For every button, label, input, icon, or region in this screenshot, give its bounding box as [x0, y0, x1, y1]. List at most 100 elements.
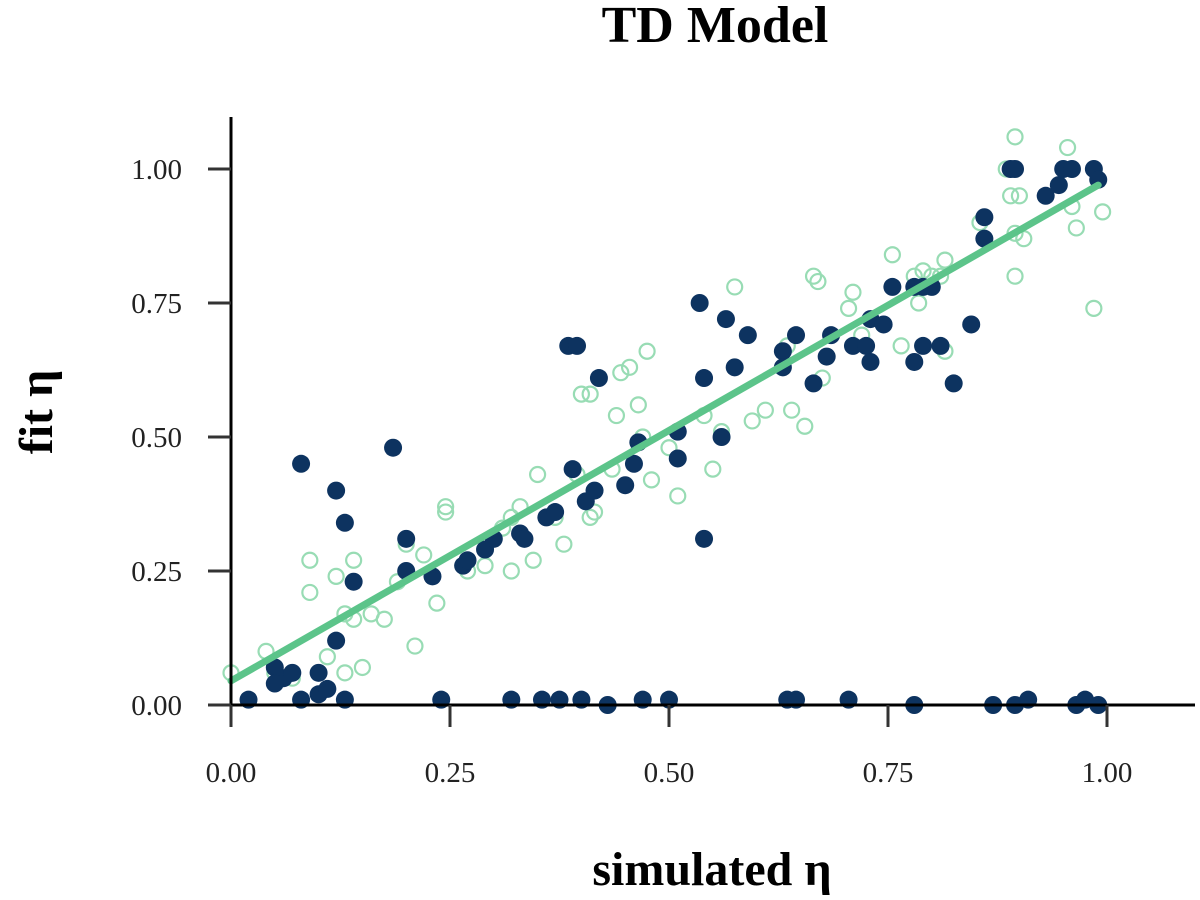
hollow-data-point	[809, 272, 827, 291]
filled-data-point	[668, 449, 687, 468]
hollow-data-point	[572, 385, 591, 403]
filled-data-point	[857, 336, 876, 355]
hollow-data-point	[660, 439, 678, 457]
hollow-data-point	[796, 417, 814, 435]
filled-data-point	[975, 208, 994, 227]
hollow-data-point	[883, 246, 901, 264]
y-tick-label: 1.00	[131, 154, 182, 186]
filled-data-point	[931, 336, 950, 355]
hollow-data-point	[756, 401, 774, 419]
fit-line	[227, 181, 1102, 685]
filled-data-point	[265, 674, 284, 693]
filled-data-point	[335, 513, 354, 532]
hollow-data-point	[612, 364, 630, 382]
y-tick-label: 0.75	[131, 288, 182, 320]
filled-data-point	[1006, 160, 1025, 178]
filled-data-point	[397, 529, 416, 548]
y-tick-label: 0.50	[131, 422, 182, 454]
hollow-data-point	[301, 551, 319, 569]
y-tick-label: 0.25	[131, 556, 182, 588]
hollow-data-point	[839, 299, 858, 317]
x-tick-label: 1.00	[1082, 757, 1133, 789]
filled-data-point	[589, 369, 608, 388]
hollow-data-point	[318, 648, 336, 666]
y-tick-label: 0.00	[131, 690, 182, 722]
hollow-data-point	[555, 535, 573, 553]
hollow-data-point	[528, 465, 547, 484]
x-tick-label: 0.75	[863, 757, 914, 789]
hollow-data-point	[375, 610, 393, 628]
hollow-data-point	[844, 283, 862, 301]
hollow-data-point	[428, 594, 446, 612]
filled-data-point	[787, 326, 806, 345]
filled-data-point	[327, 481, 346, 500]
filled-data-point	[624, 454, 643, 473]
hollow-data-point	[327, 567, 345, 585]
hollow-data-point	[1006, 267, 1024, 285]
filled-data-point	[283, 663, 302, 682]
hollow-data-point	[910, 294, 928, 312]
hollow-data-point	[629, 396, 647, 414]
x-axis-label: simulated η	[592, 843, 831, 896]
hollow-data-point	[1094, 203, 1112, 221]
filled-data-point	[546, 503, 565, 522]
hollow-data-point	[415, 546, 433, 564]
filled-data-point	[690, 294, 709, 312]
hollow-data-point	[1006, 128, 1024, 146]
filled-data-point	[712, 428, 731, 446]
filled-data-point	[616, 476, 635, 495]
hollow-data-point	[1010, 187, 1029, 205]
filled-data-point	[944, 374, 963, 393]
filled-data-point	[292, 454, 311, 473]
filled-data-point	[883, 277, 902, 296]
filled-data-point	[563, 460, 582, 479]
x-tick-label: 0.25	[425, 757, 476, 789]
hollow-data-point	[345, 551, 363, 569]
filled-data-point	[318, 679, 337, 698]
filled-data-point	[962, 315, 981, 334]
hollow-data-point	[743, 412, 761, 430]
filled-data-point	[327, 631, 346, 650]
hollow-data-point	[437, 498, 455, 516]
filled-data-point	[804, 374, 823, 393]
filled-data-point	[344, 572, 363, 591]
hollow-data-point	[642, 471, 661, 489]
hollow-data-point	[581, 508, 599, 527]
filled-data-point	[817, 347, 836, 366]
filled-data-point	[738, 326, 757, 345]
filled-data-point	[914, 336, 933, 355]
hollow-data-point	[502, 562, 520, 580]
hollow-data-point	[437, 503, 455, 521]
hollow-data-point	[936, 251, 954, 269]
hollow-data-point	[476, 557, 494, 575]
filled-data-point	[515, 529, 534, 548]
filled-data-point	[1036, 186, 1055, 205]
hollow-data-point	[620, 358, 639, 376]
filled-data-point	[1062, 160, 1081, 178]
hollow-data-point	[585, 503, 604, 521]
filled-data-point	[1049, 176, 1068, 195]
filled-points-series	[239, 160, 1108, 714]
hollow-data-point	[524, 551, 542, 569]
filled-data-point	[585, 481, 604, 500]
hollow-data-point	[336, 664, 354, 682]
y-axis-ticks: 0.00 0.25 0.50 0.75 1.00	[131, 154, 231, 722]
hollow-data-point	[638, 342, 656, 360]
hollow-data-point	[1085, 299, 1103, 317]
filled-data-point	[905, 352, 924, 371]
hollow-data-point	[607, 406, 626, 425]
hollow-data-point	[353, 658, 371, 677]
hollow-data-point	[726, 278, 744, 296]
hollow-data-point	[704, 460, 722, 478]
hollow-data-point	[1067, 219, 1085, 237]
y-axis-label: fit η	[10, 370, 63, 455]
filled-data-point	[309, 663, 328, 682]
x-tick-label: 0.50	[644, 757, 695, 789]
hollow-data-point	[1058, 138, 1077, 157]
hollow-data-point	[804, 267, 823, 285]
filled-data-point	[695, 529, 714, 548]
filled-data-point	[861, 352, 880, 371]
filled-data-point	[874, 315, 893, 334]
hollow-data-point	[1002, 187, 1020, 205]
